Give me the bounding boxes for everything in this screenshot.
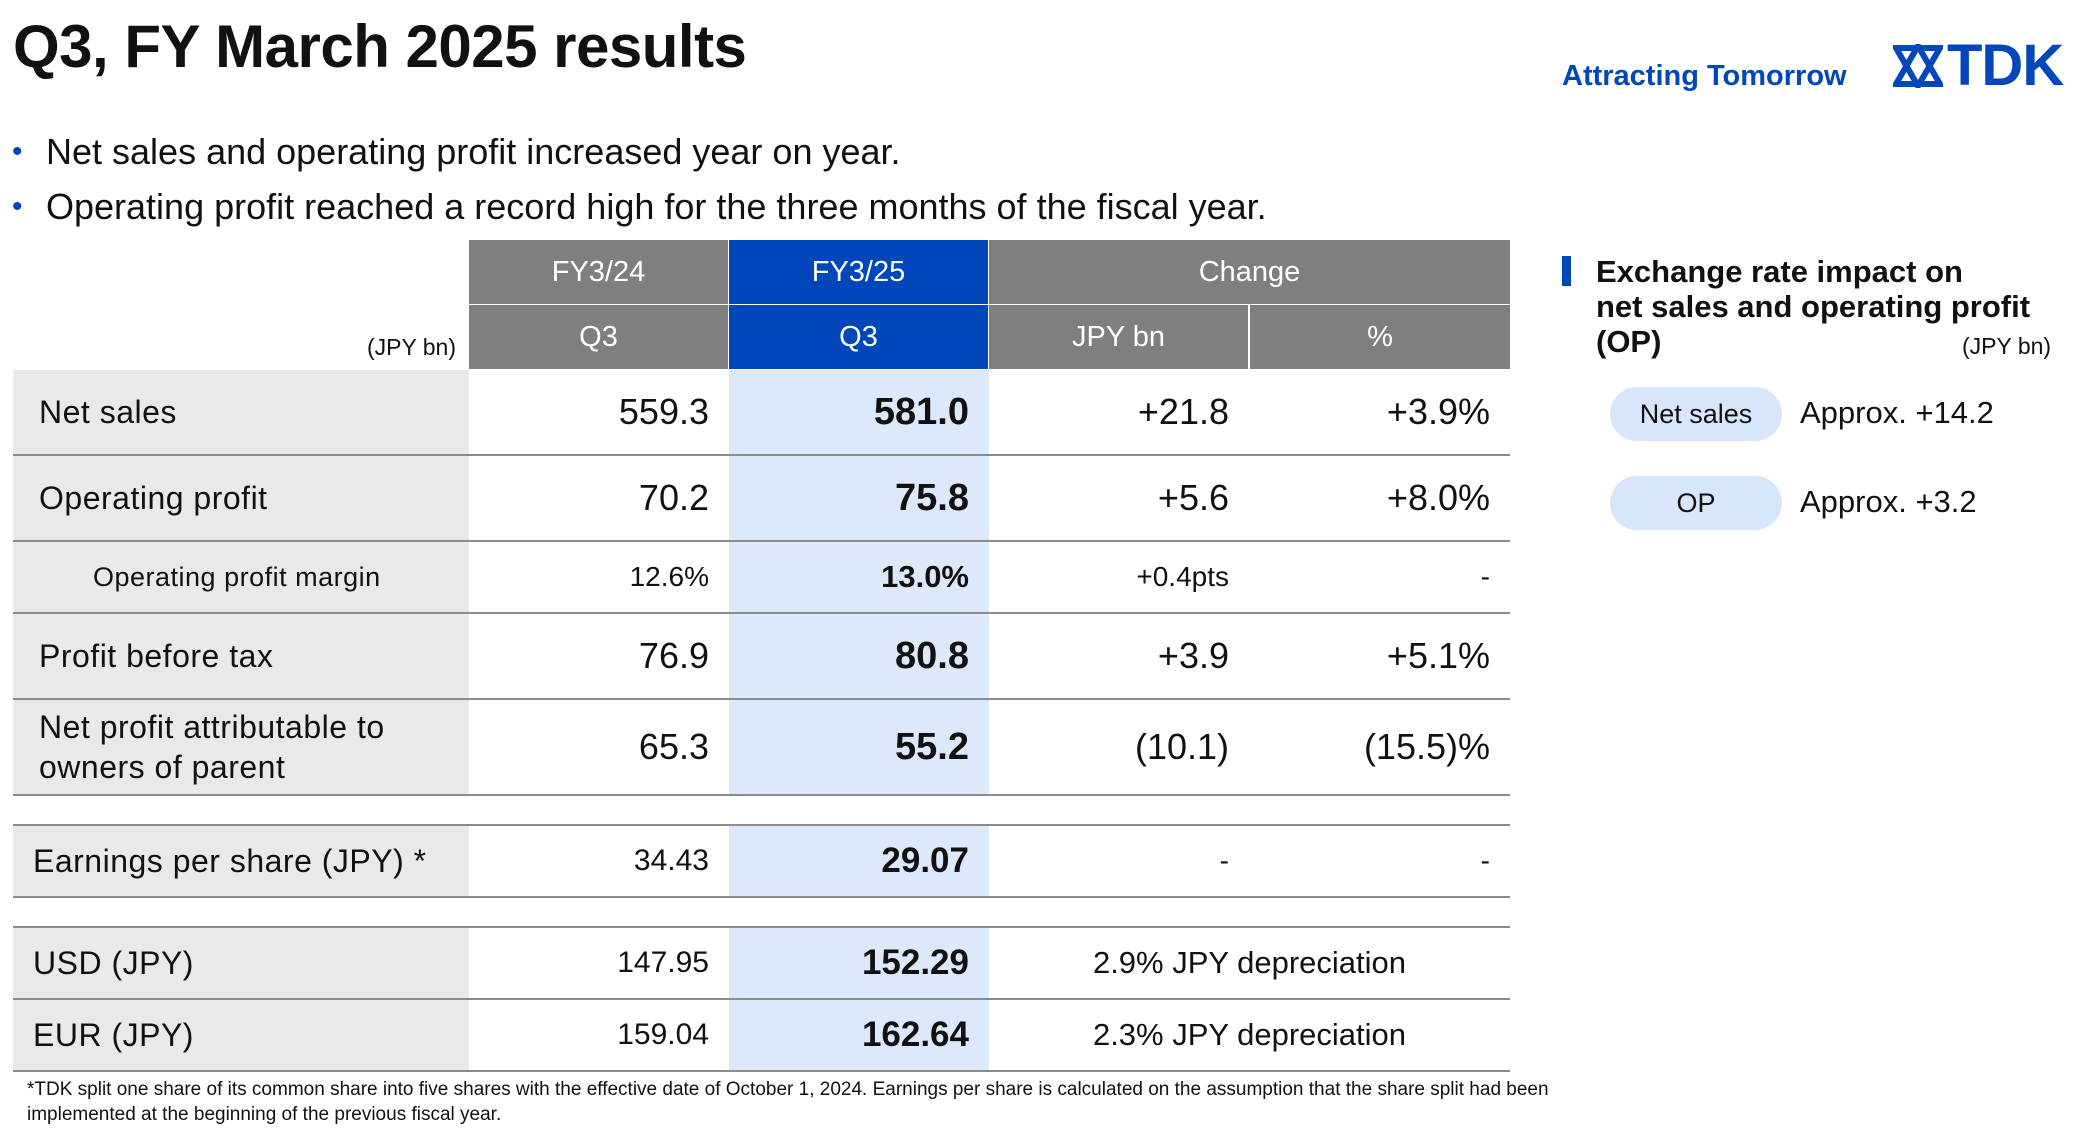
cell-change: +3.9 — [1157, 635, 1229, 676]
cell-pct: (15.5)% — [1363, 726, 1490, 767]
panel-title-line2: net sales and operating profit — [1596, 289, 2031, 324]
pill-op: OP — [1610, 476, 1782, 530]
table-row: USD (JPY) 147.95 152.29 2.9% JPY depreci… — [13, 928, 1510, 1000]
cell-fy24: 559.3 — [618, 391, 709, 432]
cell-pct: +8.0% — [1386, 477, 1490, 518]
row-label: Operating profit — [13, 456, 469, 540]
cell-fy25: 55.2 — [729, 700, 989, 794]
row-label: Net profit attributable to owners of par… — [13, 700, 469, 794]
tdk-emblem-icon — [1893, 44, 1943, 88]
cell-change: +5.6 — [1157, 477, 1229, 518]
header-change-pct: % — [1250, 305, 1510, 369]
section-marker — [1562, 256, 1571, 286]
panel-title-line1: Exchange rate impact on — [1596, 254, 1963, 289]
header-fy24-q3: Q3 — [469, 305, 728, 369]
bullet-text: Operating profit reached a record high f… — [46, 185, 1267, 227]
cell-change: - — [1219, 845, 1229, 876]
bullet-item: • Net sales and operating profit increase… — [10, 124, 1267, 179]
cell-change: +0.4pts — [1136, 561, 1229, 592]
cell-fy24: 65.3 — [638, 726, 709, 767]
cell-fy25: 162.64 — [729, 1000, 989, 1070]
cell-pct: +5.1% — [1386, 635, 1490, 676]
table-row: Net profit attributable to owners of par… — [13, 700, 1510, 796]
header-fy25: FY3/25 — [729, 240, 988, 304]
cell-pct: +3.9% — [1386, 391, 1490, 432]
divider — [13, 824, 1510, 826]
pill-net-sales: Net sales — [1610, 387, 1782, 441]
row-label: Net sales — [13, 370, 469, 454]
row-label: USD (JPY) — [13, 928, 469, 998]
cell-change: +21.8 — [1137, 391, 1229, 432]
cell-fy25: 75.8 — [729, 456, 989, 540]
cell-fy25: 152.29 — [729, 928, 989, 998]
cell-change: (10.1) — [1134, 726, 1229, 767]
row-label: Operating profit margin — [13, 542, 469, 612]
panel-unit: (JPY bn) — [1962, 333, 2052, 359]
divider — [13, 926, 1510, 928]
cell-pct: - — [1480, 845, 1490, 876]
tdk-logo: TDK — [1893, 33, 2064, 98]
cell-fy24: 76.9 — [638, 635, 709, 676]
cell-fy25: 13.0% — [729, 542, 989, 612]
footnote-line1: *TDK split one share of its common share… — [27, 1079, 1549, 1100]
footnote: *TDK split one share of its common share… — [27, 1077, 1747, 1127]
cell-fy24: 159.04 — [617, 1018, 709, 1051]
cell-fy25: 29.07 — [729, 826, 989, 896]
impact-net-sales: Approx. +14.2 — [1800, 395, 1994, 430]
summary-bullets: • Net sales and operating profit increase… — [10, 124, 1267, 234]
cell-fy25: 581.0 — [729, 370, 989, 454]
logo-text: TDK — [1947, 33, 2064, 98]
cell-fy25: 80.8 — [729, 614, 989, 698]
table-header-sub: (JPY bn) Q3 Q3 JPY bn % — [13, 305, 1510, 369]
table-row: Net sales 559.3 581.0 +21.8 +3.9% — [13, 370, 1510, 456]
cell-fy24: 70.2 — [638, 477, 709, 518]
impact-op: Approx. +3.2 — [1800, 484, 1977, 519]
table-row: EUR (JPY) 159.04 162.64 2.3% JPY depreci… — [13, 1000, 1510, 1072]
bullet-dot-icon: • — [12, 189, 23, 223]
tagline: Attracting Tomorrow — [1562, 60, 1847, 92]
header-change: Change — [989, 240, 1510, 304]
cell-fy24: 147.95 — [617, 946, 709, 979]
header-fy25-q3: Q3 — [729, 305, 988, 369]
table-header-top: FY3/24 FY3/25 Change — [13, 240, 1510, 304]
panel-title-line3: (OP) — [1596, 324, 1662, 359]
row-label: EUR (JPY) — [13, 1000, 469, 1070]
row-label-line1: Net profit attributable to — [39, 709, 385, 745]
table-row: Earnings per share (JPY) * 34.43 29.07 -… — [13, 826, 1510, 898]
bullet-dot-icon: • — [12, 134, 23, 168]
table-row: Operating profit margin 12.6% 13.0% +0.4… — [13, 542, 1510, 614]
panel-title: Exchange rate impact on net sales and op… — [1562, 254, 2066, 359]
page-title: Q3, FY March 2025 results — [13, 13, 747, 80]
bullet-item: • Operating profit reached a record high … — [10, 179, 1267, 234]
cell-change-text: 2.9% JPY depreciation — [1092, 945, 1407, 980]
cell-change-text: 2.3% JPY depreciation — [1092, 1017, 1407, 1052]
table-row: Operating profit 70.2 75.8 +5.6 +8.0% — [13, 456, 1510, 542]
header-fy24: FY3/24 — [469, 240, 728, 304]
row-label: Earnings per share (JPY) * — [13, 826, 469, 896]
row-label-line2: owners of parent — [39, 749, 286, 785]
cell-pct: - — [1480, 561, 1490, 592]
footnote-line2: implemented at the beginning of the prev… — [27, 1104, 502, 1125]
header-change-jpy: JPY bn — [989, 305, 1248, 369]
unit-label: (JPY bn) — [366, 334, 456, 360]
row-label: Profit before tax — [13, 614, 469, 698]
table-row: Profit before tax 76.9 80.8 +3.9 +5.1% — [13, 614, 1510, 700]
bullet-text: Net sales and operating profit increased… — [46, 130, 901, 172]
cell-fy24: 12.6% — [629, 561, 709, 592]
cell-fy24: 34.43 — [633, 844, 709, 877]
